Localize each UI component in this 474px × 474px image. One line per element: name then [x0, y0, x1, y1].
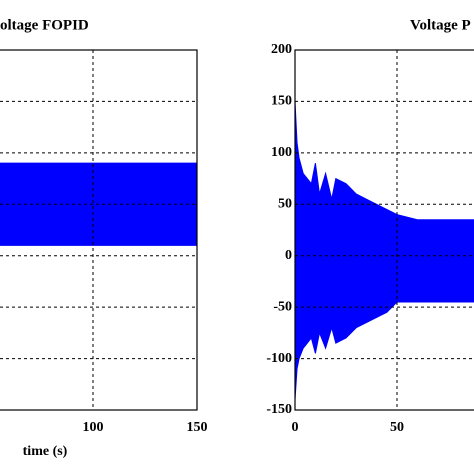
y-tick-label: 50 [278, 197, 292, 212]
plot-frame [294, 49, 474, 411]
y-tick-label: 200 [271, 42, 292, 57]
x-tick-label: 0 [292, 420, 299, 435]
chart-title: Voltage P [410, 17, 471, 33]
y-tick-label: 100 [271, 145, 292, 160]
plot-area [295, 50, 474, 410]
y-tick-label: -100 [266, 351, 292, 366]
y-tick-label: -150 [266, 402, 292, 417]
y-tick-label: 0 [285, 248, 292, 263]
y-tick-label: -50 [273, 299, 292, 314]
chart-title: oltage FOPID [0, 17, 89, 33]
x-tick-label: 150 [187, 420, 208, 435]
x-axis-label: time (s) [23, 444, 68, 459]
y-tick-label: 150 [271, 94, 292, 109]
x-tick-label: 100 [83, 420, 104, 435]
plot-area [0, 50, 197, 410]
plot-frame [0, 49, 198, 411]
x-tick-label: 50 [390, 420, 404, 435]
signal-envelope [295, 101, 474, 400]
